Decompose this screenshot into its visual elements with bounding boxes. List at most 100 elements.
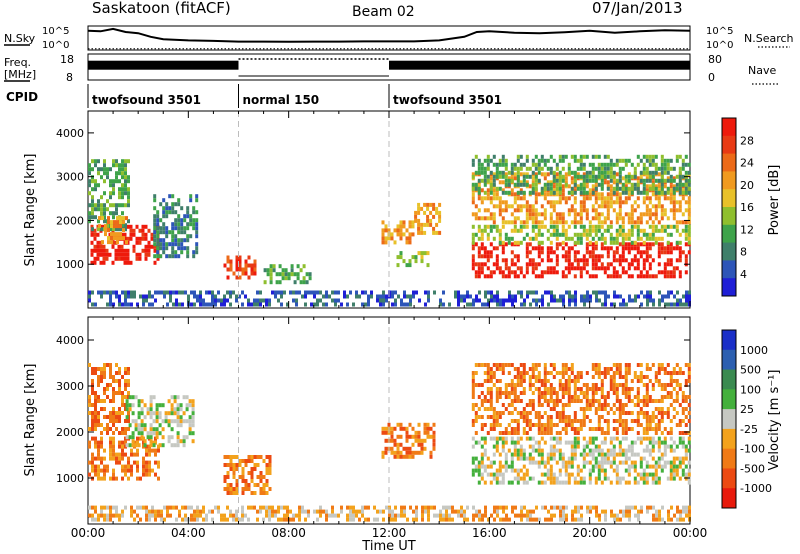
power-cell <box>513 228 517 233</box>
power-cell <box>367 298 370 303</box>
velocity-cell <box>550 505 553 510</box>
power-cell <box>91 187 94 192</box>
velocity-cell <box>408 454 412 459</box>
velocity-cell <box>241 459 245 463</box>
power-cell <box>639 236 643 241</box>
velocity-cell <box>672 399 676 403</box>
velocity-cell <box>639 476 643 481</box>
velocity-cell <box>534 423 538 427</box>
power-cell <box>117 256 121 261</box>
power-colorbar-label: Power [dB] <box>767 165 782 236</box>
power-cell <box>666 176 670 181</box>
velocity-cell <box>660 431 664 435</box>
power-cell <box>573 174 577 179</box>
velocity-cell <box>510 383 514 387</box>
power-panel-frame <box>87 110 691 309</box>
power-cell <box>534 182 538 187</box>
power-cell <box>600 236 604 241</box>
velocity-cell <box>148 472 151 477</box>
power-cell <box>681 228 685 233</box>
velocity-cell <box>597 371 601 375</box>
power-cell <box>180 250 184 255</box>
velocity-cell <box>576 440 580 445</box>
power-cell <box>405 263 409 268</box>
velocity-cell <box>549 399 553 403</box>
velocity-cell <box>657 423 661 427</box>
power-cell <box>156 226 160 231</box>
velocity-cell <box>193 517 196 522</box>
velocity-cell <box>510 468 514 473</box>
velocity-cell <box>492 415 496 419</box>
power-cell <box>400 298 403 303</box>
power-cell <box>305 272 309 277</box>
velocity-cell <box>182 395 186 400</box>
power-cell <box>495 166 499 171</box>
velocity-cell <box>148 513 151 518</box>
velocity-cell <box>543 387 547 391</box>
velocity-cell <box>483 379 487 383</box>
velocity-cell <box>91 371 94 375</box>
velocity-cell <box>576 379 580 383</box>
velocity-cell <box>214 505 217 510</box>
velocity-cell <box>657 407 661 411</box>
velocity-cell <box>519 375 523 379</box>
velocity-cell <box>176 411 180 416</box>
power-cell <box>420 226 424 231</box>
power-cell <box>576 232 580 237</box>
power-cell <box>576 240 580 245</box>
power-cell <box>669 166 673 171</box>
power-cell <box>591 250 595 255</box>
power-cell <box>113 224 116 229</box>
power-cell <box>226 259 230 264</box>
power-cell <box>103 215 106 220</box>
velocity-cell <box>549 395 553 399</box>
power-cell <box>588 254 592 259</box>
power-cell <box>540 258 544 263</box>
power-cell <box>669 232 673 237</box>
power-cell <box>115 159 118 164</box>
velocity-cell <box>352 505 355 510</box>
power-cell <box>457 302 460 307</box>
velocity-cell <box>645 444 649 449</box>
velocity-cell <box>136 436 139 441</box>
velocity-cell <box>555 395 559 399</box>
power-cell <box>576 236 580 241</box>
power-cell <box>417 226 421 231</box>
power-cell <box>486 224 490 229</box>
velocity-cell <box>133 460 136 465</box>
velocity-cell <box>672 448 676 453</box>
power-cell <box>538 298 541 303</box>
power-cell <box>603 174 607 179</box>
velocity-cell <box>268 471 272 475</box>
velocity-cell <box>652 517 655 522</box>
power-cell <box>504 172 508 177</box>
velocity-cell <box>396 446 400 451</box>
power-cell <box>346 294 349 299</box>
power-cell <box>573 190 577 195</box>
velocity-cell <box>606 448 610 453</box>
velocity-cell <box>445 517 448 522</box>
power-cell <box>97 183 100 188</box>
power-cell <box>510 204 514 209</box>
power-cell <box>654 170 658 175</box>
power-cell <box>541 298 544 303</box>
power-cell <box>110 236 113 241</box>
power-cell <box>516 274 520 279</box>
velocity-cell <box>146 411 150 416</box>
power-cell <box>147 240 151 245</box>
power-cell <box>471 158 475 163</box>
velocity-cell <box>612 391 616 395</box>
velocity-cell <box>131 403 135 408</box>
velocity-cell <box>639 363 643 367</box>
power-cell <box>601 302 604 307</box>
power-cell <box>510 270 514 275</box>
velocity-cell <box>134 423 138 428</box>
power-cell <box>531 236 535 241</box>
velocity-cell <box>657 436 661 441</box>
velocity-cell <box>274 513 277 518</box>
velocity-cell <box>136 513 139 518</box>
velocity-cell <box>595 509 598 514</box>
velocity-cell <box>645 427 649 431</box>
velocity-cell <box>657 363 661 367</box>
power-cell <box>100 227 103 232</box>
